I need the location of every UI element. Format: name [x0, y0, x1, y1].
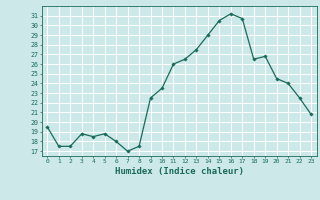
X-axis label: Humidex (Indice chaleur): Humidex (Indice chaleur) — [115, 167, 244, 176]
